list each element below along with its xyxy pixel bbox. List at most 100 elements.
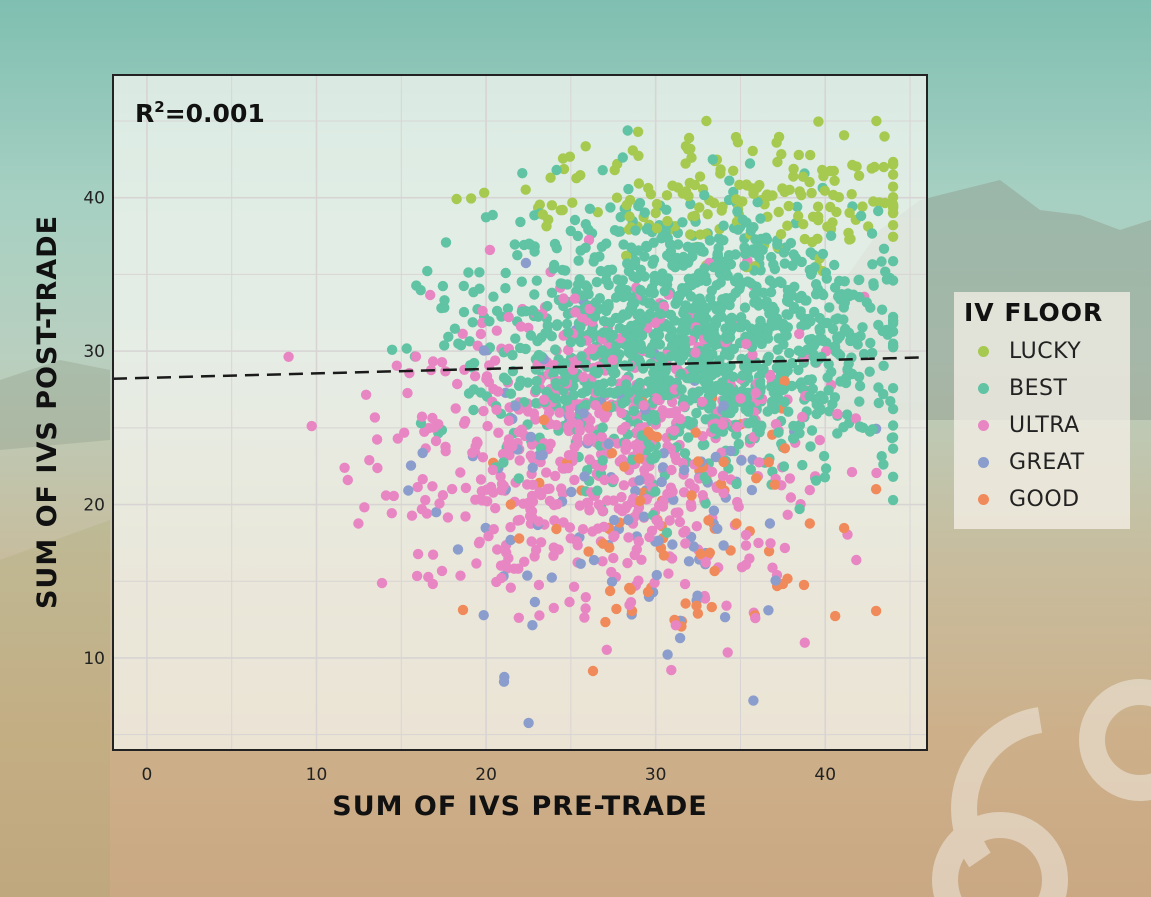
point-great bbox=[710, 451, 721, 463]
point-lucky bbox=[624, 211, 635, 222]
point-lucky bbox=[887, 231, 899, 242]
point-best bbox=[820, 267, 832, 278]
point-ultra bbox=[851, 554, 862, 566]
point-best bbox=[794, 503, 805, 515]
point-ultra bbox=[391, 360, 402, 371]
point-ultra bbox=[685, 498, 697, 509]
point-best bbox=[851, 332, 862, 343]
point-best bbox=[691, 407, 702, 419]
point-lucky bbox=[694, 171, 706, 182]
point-best bbox=[699, 472, 711, 483]
y-tick-label: 30 bbox=[83, 342, 105, 362]
point-lucky bbox=[661, 190, 673, 201]
point-ultra bbox=[434, 498, 445, 509]
point-ultra bbox=[503, 311, 514, 323]
point-great bbox=[674, 632, 686, 644]
point-best bbox=[484, 316, 495, 327]
point-best bbox=[762, 322, 773, 333]
legend-title: IV FLOOR bbox=[964, 298, 1104, 327]
legend-items: LUCKY BEST ULTRA GREAT GOOD bbox=[964, 333, 1130, 518]
point-good bbox=[457, 604, 469, 616]
point-best bbox=[617, 275, 628, 286]
point-great bbox=[679, 464, 690, 476]
point-best bbox=[716, 377, 728, 388]
point-ultra bbox=[599, 474, 610, 486]
point-best bbox=[505, 388, 517, 399]
point-ultra bbox=[472, 437, 483, 449]
point-ultra bbox=[794, 328, 805, 340]
point-best bbox=[793, 345, 804, 356]
point-ultra bbox=[585, 415, 596, 426]
point-best bbox=[749, 297, 760, 308]
point-best bbox=[726, 292, 737, 303]
legend-item-great: GREAT bbox=[964, 444, 1130, 481]
point-best bbox=[601, 268, 612, 279]
point-great bbox=[725, 445, 736, 457]
point-best bbox=[542, 300, 553, 312]
point-best bbox=[525, 330, 537, 341]
point-best bbox=[755, 213, 766, 224]
point-ultra bbox=[455, 570, 466, 581]
point-best bbox=[562, 327, 574, 338]
point-great bbox=[527, 620, 538, 631]
point-best bbox=[712, 251, 724, 262]
point-best bbox=[758, 287, 769, 298]
point-lucky bbox=[580, 141, 591, 152]
point-best bbox=[439, 340, 450, 351]
point-ultra bbox=[767, 562, 778, 573]
legend-item-lucky: LUCKY bbox=[964, 333, 1130, 370]
point-ultra bbox=[590, 400, 601, 411]
r2-annotation: R2=0.001 bbox=[135, 98, 265, 128]
point-best bbox=[692, 324, 703, 336]
point-ultra bbox=[522, 406, 534, 417]
point-best bbox=[623, 183, 634, 195]
point-ultra bbox=[584, 303, 595, 315]
point-best bbox=[705, 322, 716, 334]
point-lucky bbox=[819, 185, 830, 196]
point-best bbox=[618, 239, 629, 250]
point-best bbox=[819, 472, 831, 483]
point-best bbox=[876, 256, 887, 267]
point-lucky bbox=[788, 163, 799, 175]
point-best bbox=[513, 380, 525, 391]
point-best bbox=[887, 403, 899, 415]
point-ultra bbox=[671, 454, 682, 466]
point-lucky bbox=[887, 169, 899, 180]
point-good bbox=[838, 522, 850, 534]
point-best bbox=[722, 387, 733, 398]
point-great bbox=[746, 484, 758, 496]
point-best bbox=[733, 438, 744, 450]
point-ultra bbox=[673, 507, 684, 518]
plot-frame bbox=[112, 74, 928, 751]
point-ultra bbox=[467, 447, 478, 458]
point-best bbox=[509, 239, 520, 250]
point-ultra bbox=[548, 499, 560, 511]
point-ultra bbox=[359, 502, 370, 513]
point-great bbox=[520, 257, 532, 269]
point-ultra bbox=[353, 518, 364, 529]
point-ultra bbox=[679, 578, 691, 590]
point-best bbox=[739, 360, 750, 372]
point-best bbox=[685, 198, 696, 210]
point-ultra bbox=[664, 515, 675, 526]
point-best bbox=[565, 337, 577, 348]
point-great bbox=[478, 610, 489, 621]
point-great bbox=[578, 408, 589, 419]
point-ultra bbox=[663, 568, 674, 579]
point-best bbox=[605, 202, 616, 213]
point-best bbox=[604, 387, 616, 398]
point-lucky bbox=[783, 200, 794, 212]
point-best bbox=[732, 224, 744, 235]
point-ultra bbox=[624, 599, 635, 611]
point-best bbox=[655, 308, 666, 319]
point-lucky bbox=[732, 137, 744, 148]
point-ultra bbox=[871, 467, 882, 479]
point-best bbox=[657, 276, 668, 287]
point-great bbox=[634, 475, 645, 486]
point-best bbox=[648, 254, 660, 265]
point-ultra bbox=[440, 441, 451, 452]
point-good bbox=[514, 533, 525, 544]
point-best bbox=[583, 224, 594, 235]
point-lucky bbox=[685, 229, 696, 240]
point-ultra bbox=[427, 481, 438, 492]
